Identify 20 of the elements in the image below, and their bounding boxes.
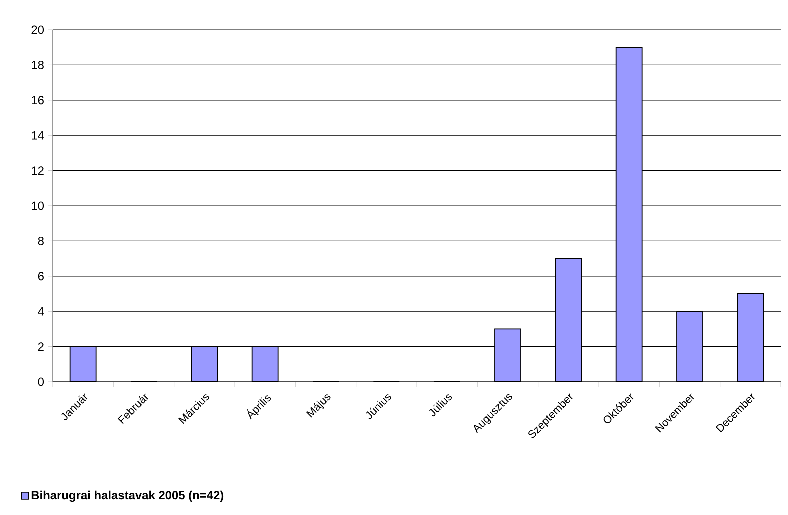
bar xyxy=(555,258,582,382)
y-tick-label: 8 xyxy=(38,236,44,246)
y-tick-label: 10 xyxy=(32,202,44,210)
bar xyxy=(252,346,279,382)
bar xyxy=(616,47,643,382)
bar xyxy=(737,294,764,382)
y-tick-label: 0 xyxy=(38,378,44,386)
bar xyxy=(494,328,522,382)
y-tick-label: 16 xyxy=(32,96,44,105)
y-tick-label: 4 xyxy=(38,307,44,316)
y-tick-label: 14 xyxy=(32,131,44,140)
legend-label: Biharugrai halastavak 2005 (n=42) xyxy=(32,490,224,502)
y-tick-label: 6 xyxy=(38,272,44,281)
bar xyxy=(676,311,704,382)
y-tick-label: 18 xyxy=(32,60,44,70)
y-tick-label: 2 xyxy=(38,342,44,351)
y-tick-label: 20 xyxy=(32,26,44,34)
bar xyxy=(70,346,97,382)
y-tick-label: 12 xyxy=(32,166,44,175)
bar xyxy=(191,346,218,382)
